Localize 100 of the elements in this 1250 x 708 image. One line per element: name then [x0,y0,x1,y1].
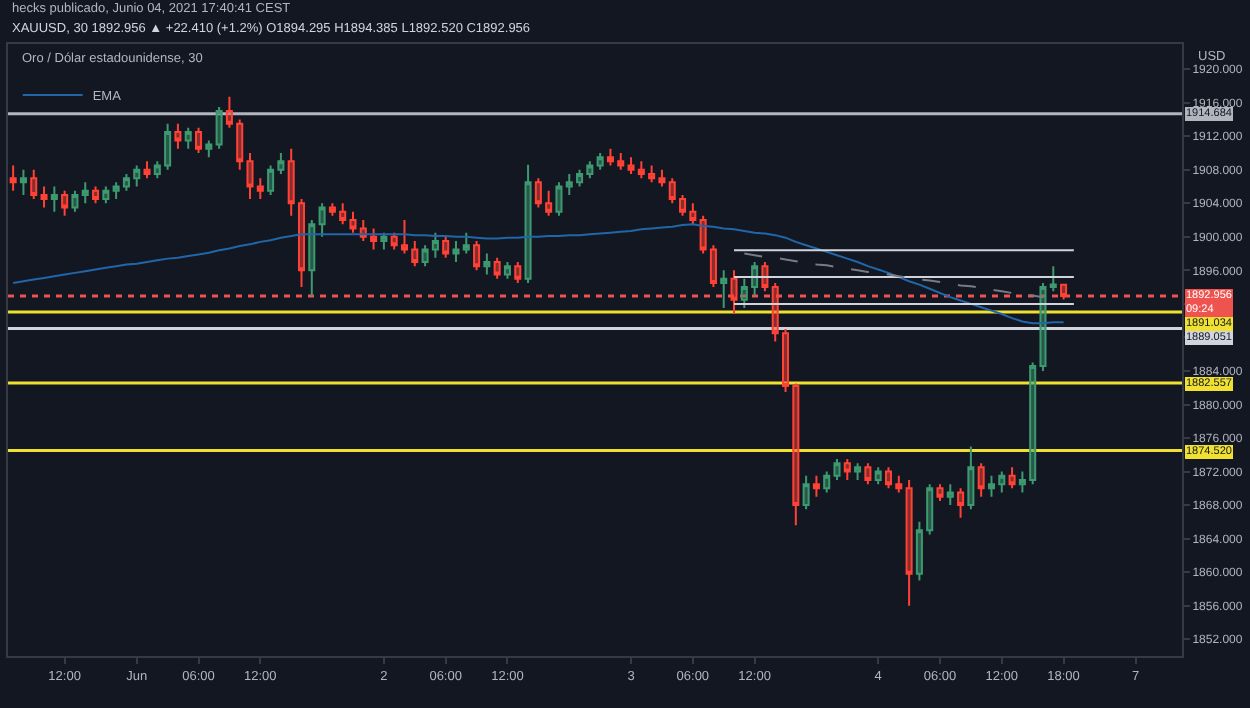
candlestick [431,231,439,259]
candlestick [864,462,872,486]
candlestick [164,122,172,171]
candlestick [895,474,903,494]
candlestick [926,483,934,536]
candlestick [287,147,295,217]
candlestick [668,177,676,205]
candlestick [81,181,89,205]
candlestick [473,240,481,272]
candlestick [102,185,110,205]
candlestick [586,160,594,180]
candlestick [998,470,1006,494]
candlestick [874,466,882,486]
candlestick [493,256,501,280]
candlestick [92,185,100,205]
candlestick [400,219,408,255]
candlestick [256,177,264,201]
candlestick [555,181,563,217]
candlestick [617,151,625,171]
candlestick [802,474,810,511]
candlestick [215,105,223,150]
candlestick [679,193,687,217]
candlestick [462,231,470,255]
candlestick [915,520,923,582]
candlestick [40,185,48,209]
candlestick [1039,281,1047,372]
candlestick [761,260,769,293]
candlestick [143,160,151,180]
candlestick [452,240,460,263]
candlestick [380,231,388,251]
candlestick [833,457,841,481]
candlestick [225,95,233,129]
candlestick [61,189,69,217]
candlestick [648,164,656,184]
candlestick [30,168,38,201]
candlestick [1008,466,1016,490]
candlestick [411,240,419,268]
candlestick [823,470,831,494]
candlestick [606,147,614,167]
line-series [12,223,1065,325]
candlestick [987,474,995,498]
candlestick [71,189,79,213]
candlestick [689,202,697,226]
candlestick [782,328,790,393]
candlestick [812,474,820,498]
candlestick [936,483,944,502]
line-series [743,252,1044,299]
candlestick [854,462,862,481]
candlestick [514,260,522,284]
candlestick [133,164,141,188]
candlestick [658,168,666,188]
candlestick [740,277,748,310]
candlestick [720,269,728,310]
candlestick [1029,361,1037,486]
candlestick [50,185,58,213]
candlestick [576,168,584,188]
candlestick [627,156,635,175]
candlestick [977,462,985,498]
candlestick [503,260,511,280]
candlestick [174,122,182,150]
candlestick [112,181,120,201]
candlestick [184,126,192,150]
candlestick [442,235,450,259]
candlestick [957,487,965,519]
candlestick [483,252,491,276]
candlestick [195,126,203,154]
candlestick [1060,282,1068,301]
candlestick [328,202,336,217]
candlestick [246,151,254,201]
candlestick [122,172,130,192]
candlestick [318,202,326,238]
candlestick [545,189,553,217]
candlestick [751,260,759,297]
candlestick [421,244,429,268]
candlestick [596,151,604,171]
candlestick [205,139,213,159]
candlestick [730,269,738,315]
candlestick [792,382,800,527]
candlestick [884,466,893,490]
candlestick [9,164,17,192]
candlestick [277,151,285,175]
candlestick [267,164,275,196]
candlestick [297,198,306,289]
candlestick [905,478,913,607]
candlestick [771,281,779,343]
candlestick [843,457,851,481]
candlestick [390,231,398,251]
candlestick [19,168,27,196]
candlestick [946,483,954,507]
candlestick [534,177,542,209]
candlestick [699,214,707,255]
candlestick [1049,265,1057,293]
candlestick [370,227,378,251]
candlestick [565,172,573,196]
candlestick [637,160,645,180]
candlestick [236,118,244,171]
candlestick [1018,470,1026,494]
candlestick [524,163,532,284]
candlestick [349,210,357,234]
candlestick [967,445,975,511]
